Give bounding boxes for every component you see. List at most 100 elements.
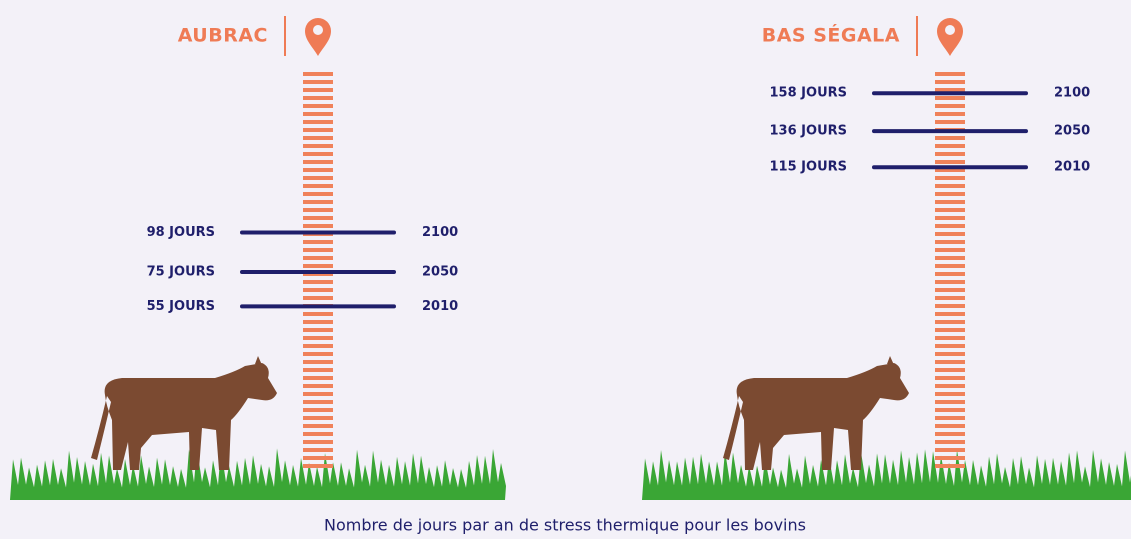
pole-stripe xyxy=(303,144,333,148)
pole-stripe xyxy=(935,376,965,380)
pole-stripe xyxy=(303,168,333,172)
infographic: AUBRAC98 JOURS210075 JOURS205055 JOURS20… xyxy=(0,0,1131,539)
pole-stripe xyxy=(935,176,965,180)
pole-stripe xyxy=(303,336,333,340)
pole-stripe xyxy=(303,376,333,380)
pole-stripe xyxy=(303,264,333,268)
pole-stripe xyxy=(303,312,333,316)
pole-stripe xyxy=(935,72,965,76)
pole-stripe xyxy=(935,320,965,324)
pole-stripe xyxy=(935,416,965,420)
value-label: 115 JOURS xyxy=(770,160,847,175)
year-label: 2100 xyxy=(1054,86,1090,101)
pole-stripe xyxy=(303,296,333,300)
pole-stripe xyxy=(935,424,965,428)
pole-stripe xyxy=(303,96,333,100)
pole-stripe xyxy=(303,72,333,76)
pole-stripe xyxy=(303,416,333,420)
pin-hole xyxy=(313,25,323,35)
pole-stripe xyxy=(935,264,965,268)
pole-stripe xyxy=(935,200,965,204)
pole-stripe xyxy=(303,280,333,284)
pole-stripe xyxy=(303,216,333,220)
pole-stripe xyxy=(303,200,333,204)
panel-title: AUBRAC xyxy=(178,25,268,47)
pole-stripe xyxy=(935,224,965,228)
pole-stripe xyxy=(935,240,965,244)
pole-stripe xyxy=(303,344,333,348)
pole-stripe xyxy=(935,400,965,404)
pole-stripe xyxy=(935,136,965,140)
pole-stripe xyxy=(935,352,965,356)
pole-stripe xyxy=(935,312,965,316)
pole-stripe xyxy=(303,392,333,396)
pole-stripe xyxy=(935,96,965,100)
caption: Nombre de jours par an de stress thermiq… xyxy=(324,516,806,535)
pole-stripe xyxy=(303,288,333,292)
pole-stripe xyxy=(303,448,333,452)
pole-stripe xyxy=(303,360,333,364)
pole-stripe xyxy=(303,432,333,436)
pole-stripe xyxy=(303,328,333,332)
pole-stripe xyxy=(935,440,965,444)
pole-stripe xyxy=(303,368,333,372)
pole-stripe xyxy=(935,304,965,308)
pole-stripe xyxy=(935,216,965,220)
pole-stripe xyxy=(935,80,965,84)
pin-hole xyxy=(945,25,955,35)
value-label: 98 JOURS xyxy=(147,225,215,240)
pole-stripe xyxy=(303,208,333,212)
panel-title: BAS SÉGALA xyxy=(762,24,900,47)
pole-stripe xyxy=(303,120,333,124)
pole-stripe xyxy=(935,336,965,340)
pole-stripe xyxy=(935,208,965,212)
pole-stripe xyxy=(935,448,965,452)
pole-stripe xyxy=(935,432,965,436)
pole-stripe xyxy=(303,400,333,404)
pole-stripe xyxy=(303,80,333,84)
pole-stripe xyxy=(303,424,333,428)
pole-stripe xyxy=(935,104,965,108)
pole-stripe xyxy=(303,128,333,132)
pole-stripe xyxy=(303,408,333,412)
pole-stripe xyxy=(935,384,965,388)
pole-stripe xyxy=(303,160,333,164)
value-label: 55 JOURS xyxy=(147,299,215,314)
pole-stripe xyxy=(303,248,333,252)
pole-stripe xyxy=(303,104,333,108)
pole-stripe xyxy=(935,280,965,284)
pole-stripe xyxy=(935,392,965,396)
pole-stripe xyxy=(935,296,965,300)
pole-stripe xyxy=(935,464,965,468)
pole-stripe xyxy=(303,184,333,188)
pole-stripe xyxy=(935,368,965,372)
pole-stripe xyxy=(303,464,333,468)
pole-stripe xyxy=(935,248,965,252)
pole-stripe xyxy=(935,120,965,124)
pole-stripe xyxy=(303,224,333,228)
year-label: 2010 xyxy=(1054,160,1090,175)
pole-stripe xyxy=(303,456,333,460)
pole-stripe xyxy=(303,240,333,244)
pole-stripe xyxy=(935,144,965,148)
year-label: 2050 xyxy=(422,265,458,280)
pole-stripe xyxy=(935,232,965,236)
pole-stripe xyxy=(303,88,333,92)
pole-stripe xyxy=(935,192,965,196)
pole-stripe xyxy=(303,352,333,356)
pole-stripe xyxy=(935,184,965,188)
pole-stripe xyxy=(303,136,333,140)
pole-stripe xyxy=(303,440,333,444)
pole-stripe xyxy=(935,288,965,292)
value-label: 158 JOURS xyxy=(770,86,847,101)
pole-stripe xyxy=(303,384,333,388)
pole-stripe xyxy=(303,176,333,180)
year-label: 2100 xyxy=(422,225,458,240)
pole-stripe xyxy=(935,160,965,164)
pole-stripe xyxy=(935,328,965,332)
pole-stripe xyxy=(935,256,965,260)
pole-stripe xyxy=(303,112,333,116)
year-label: 2010 xyxy=(422,299,458,314)
pole-stripe xyxy=(935,272,965,276)
pole-stripe xyxy=(935,456,965,460)
